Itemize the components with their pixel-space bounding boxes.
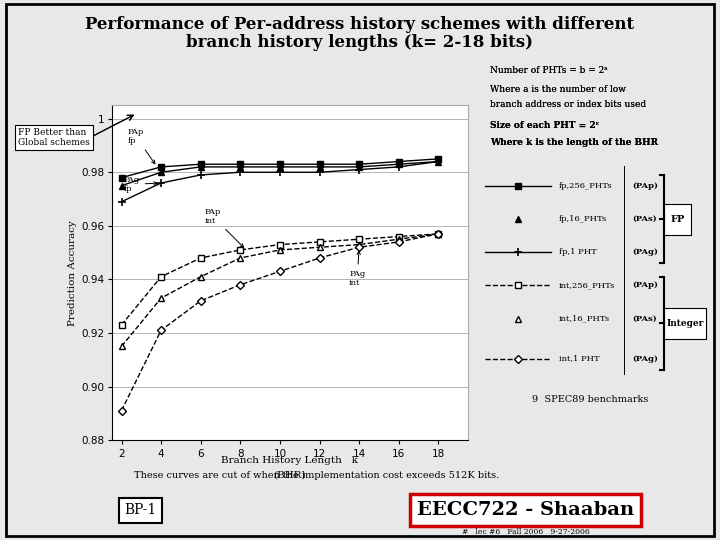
Text: fp,1 PHT: fp,1 PHT bbox=[559, 248, 597, 256]
Y-axis label: Prediction Accuracy: Prediction Accuracy bbox=[68, 220, 77, 326]
Text: branch history lengths (k= 2-18 bits): branch history lengths (k= 2-18 bits) bbox=[186, 33, 534, 51]
Text: (PAp): (PAp) bbox=[632, 281, 658, 289]
Text: PAp
int: PAp int bbox=[204, 208, 243, 247]
Text: Size of each PHT = 2ᵋ: Size of each PHT = 2ᵋ bbox=[490, 121, 599, 130]
Text: (PAs): (PAs) bbox=[632, 215, 657, 223]
Text: Size of each PHT = 2ᵋ: Size of each PHT = 2ᵋ bbox=[490, 121, 599, 130]
Text: FP: FP bbox=[670, 214, 685, 224]
FancyBboxPatch shape bbox=[664, 204, 690, 234]
Text: Where k is the length of the BHR: Where k is the length of the BHR bbox=[490, 138, 658, 147]
Text: branch address or index bits used: branch address or index bits used bbox=[490, 100, 646, 109]
Text: Integer: Integer bbox=[666, 319, 703, 328]
Text: int,16_PHTs: int,16_PHTs bbox=[559, 315, 610, 323]
Text: Number of PHTs = b = 2ᵃ: Number of PHTs = b = 2ᵃ bbox=[490, 66, 608, 75]
Text: Number of PHTs = b = 2ᵃ: Number of PHTs = b = 2ᵃ bbox=[490, 66, 608, 75]
Text: Where a is the number of low: Where a is the number of low bbox=[490, 85, 626, 94]
Text: Where a is the number of low: Where a is the number of low bbox=[490, 85, 626, 94]
Text: int,1 PHT: int,1 PHT bbox=[559, 355, 600, 362]
Text: FP Better than
Global schemes: FP Better than Global schemes bbox=[18, 128, 90, 147]
Text: 9  SPEC89 benchmarks: 9 SPEC89 benchmarks bbox=[532, 395, 649, 404]
Text: fp,16_PHTs: fp,16_PHTs bbox=[559, 215, 607, 223]
Text: (BHR): (BHR) bbox=[274, 471, 306, 480]
Text: fp,256_PHTs: fp,256_PHTs bbox=[559, 182, 613, 190]
Text: #   lec #6   Fall 2006   9-27-2006: # lec #6 Fall 2006 9-27-2006 bbox=[462, 528, 590, 536]
Text: Where k is the length of the BHR: Where k is the length of the BHR bbox=[490, 138, 658, 147]
FancyBboxPatch shape bbox=[664, 308, 706, 339]
Text: BP-1: BP-1 bbox=[125, 503, 156, 517]
Text: These curves are cut of when the implementation cost exceeds 512K bits.: These curves are cut of when the impleme… bbox=[134, 471, 500, 480]
Text: (PAg): (PAg) bbox=[632, 355, 658, 362]
Text: int,256_PHTs: int,256_PHTs bbox=[559, 281, 616, 289]
Text: Branch History Length   k: Branch History Length k bbox=[221, 456, 359, 465]
Text: branch address or index bits used: branch address or index bits used bbox=[490, 100, 646, 109]
Text: EECC722 - Shaaban: EECC722 - Shaaban bbox=[417, 501, 634, 519]
Text: PAg
int: PAg int bbox=[349, 251, 366, 287]
Text: (PAg): (PAg) bbox=[632, 248, 658, 256]
Text: (PAs): (PAs) bbox=[632, 315, 657, 323]
Text: PAp
fp: PAp fp bbox=[127, 127, 155, 164]
Text: PAg
fp: PAg fp bbox=[124, 176, 157, 193]
Text: (PAp): (PAp) bbox=[632, 182, 658, 190]
Text: Performance of Per-address history schemes with different: Performance of Per-address history schem… bbox=[86, 16, 634, 33]
